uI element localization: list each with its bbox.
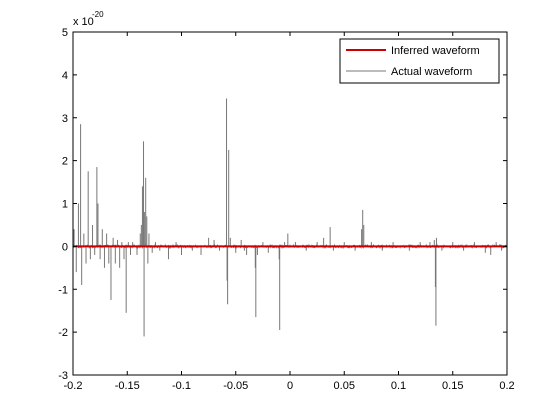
legend-label-actual: Actual waveform [391,66,472,78]
y-tick-label: -2 [58,327,68,339]
y-scale-multiplier: x 10 -20 [73,10,104,28]
x-tick-label: 0.05 [334,380,355,392]
x-axis-ticks: -0.2 -0.15 -0.1 -0.05 0 0.05 0.1 0.15 0.2 [64,32,515,392]
legend-label-inferred: Inferred waveform [391,45,480,57]
x-tick-label: 0.2 [499,380,514,392]
x-tick-label: -0.1 [172,380,191,392]
x-tick-label: -0.05 [223,380,248,392]
y-multiplier-base: x 10 [73,16,94,28]
y-axis-ticks: -3 -2 -1 0 1 2 3 4 5 [58,27,507,382]
plot-area [72,31,508,376]
y-tick-label: 0 [62,241,68,253]
y-multiplier-exponent: -20 [92,10,104,19]
x-tick-label: 0 [287,380,293,392]
legend: Inferred waveform Actual waveform [339,38,500,84]
x-tick-label: 0.1 [391,380,406,392]
y-tick-label: 5 [62,27,68,39]
x-tick-label: 0.15 [442,380,463,392]
y-tick-label: 2 [62,156,68,168]
legend-box [339,38,500,84]
y-tick-label: -1 [58,284,68,296]
y-tick-label: 3 [62,113,68,125]
y-tick-label: 1 [62,199,68,211]
x-tick-label: -0.2 [64,380,83,392]
y-tick-label: 4 [62,70,68,82]
y-tick-label: -3 [58,370,68,382]
x-tick-label: -0.15 [115,380,140,392]
